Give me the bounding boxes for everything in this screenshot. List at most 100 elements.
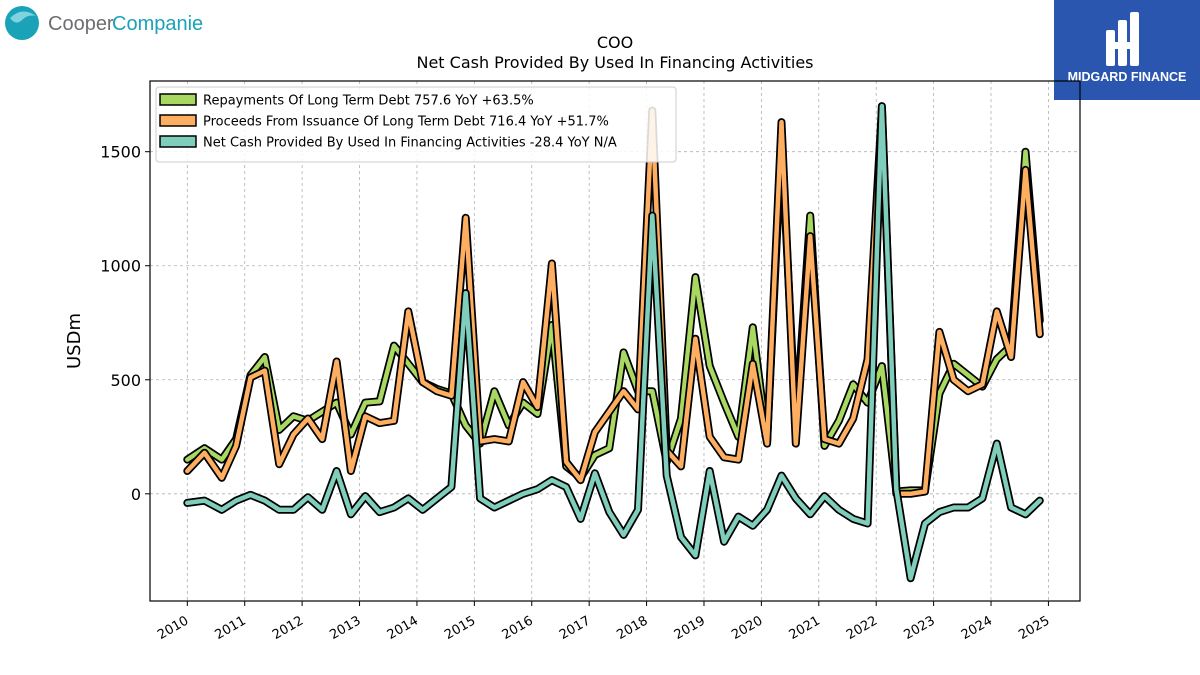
x-tick-label: 2016 — [500, 613, 536, 643]
data-point-repayments — [465, 424, 467, 426]
data-point-proceeds — [493, 438, 495, 440]
data-point-proceeds — [264, 370, 266, 372]
y-tick-label: 1000 — [100, 257, 141, 276]
data-point-proceeds — [186, 470, 188, 472]
data-point-net_cash — [264, 500, 266, 502]
data-point-repayments — [623, 351, 625, 353]
data-point-net_cash — [651, 215, 653, 217]
data-point-proceeds — [537, 406, 538, 408]
data-point-net_cash — [594, 472, 596, 474]
data-point-net_cash — [522, 493, 524, 495]
data-point-net_cash — [694, 554, 696, 556]
data-point-proceeds — [709, 436, 711, 438]
data-point-net_cash — [293, 509, 294, 511]
x-tick-label: 2019 — [672, 613, 708, 643]
data-point-net_cash — [924, 523, 926, 524]
data-point-proceeds — [465, 217, 467, 219]
data-point-net_cash — [221, 509, 223, 511]
data-point-proceeds — [996, 310, 998, 312]
data-point-net_cash — [307, 496, 309, 498]
data-point-net_cash — [996, 443, 998, 445]
data-point-net_cash — [809, 513, 811, 515]
data-point-repayments — [379, 400, 381, 402]
data-point-net_cash — [1039, 500, 1041, 502]
data-point-net_cash — [824, 495, 825, 497]
lines-layer — [183, 102, 1044, 583]
legend-swatch-repayments — [159, 93, 197, 106]
data-point-repayments — [336, 402, 338, 404]
plot-frame — [149, 80, 1081, 602]
data-point-repayments — [1025, 151, 1026, 153]
data-point-net_cash — [407, 497, 409, 499]
data-point-proceeds — [436, 390, 438, 392]
data-point-net_cash — [752, 525, 754, 527]
data-point-proceeds — [752, 363, 754, 365]
data-point-net_cash — [895, 488, 897, 490]
data-point-net_cash — [867, 523, 869, 524]
data-point-repayments — [321, 411, 323, 413]
data-point-net_cash — [1010, 507, 1012, 508]
data-point-repayments — [293, 415, 294, 417]
data-point-repayments — [694, 276, 696, 278]
data-point-net_cash — [781, 475, 782, 477]
company-logo-text-companies: Companies — [112, 13, 204, 35]
x-tick-label: 2015 — [442, 613, 478, 643]
data-point-net_cash — [623, 534, 625, 536]
data-point-proceeds — [1039, 333, 1041, 335]
data-point-net_cash — [350, 513, 352, 515]
data-point-proceeds — [867, 358, 869, 360]
data-point-repayments — [881, 365, 883, 367]
data-point-proceeds — [824, 438, 825, 440]
company-logo-text-cooper: Cooper — [48, 13, 114, 35]
legend: Repayments Of Long Term Debt 757.6 YoY +… — [155, 86, 677, 163]
data-point-proceeds — [422, 381, 424, 383]
data-point-proceeds — [407, 310, 409, 312]
data-point-proceeds — [737, 459, 739, 461]
data-point-repayments — [824, 445, 825, 447]
data-point-repayments — [852, 383, 854, 385]
data-point-repayments — [407, 363, 409, 365]
data-point-proceeds — [221, 477, 223, 479]
data-point-net_cash — [565, 486, 567, 488]
y-tick-label: 1500 — [100, 143, 141, 162]
data-point-proceeds — [393, 420, 395, 422]
data-point-proceeds — [938, 331, 940, 333]
data-point-net_cash — [508, 500, 510, 502]
data-point-proceeds — [307, 418, 309, 419]
data-point-repayments — [493, 390, 495, 392]
data-point-repayments — [651, 390, 653, 392]
data-point-repayments — [709, 365, 711, 367]
data-point-net_cash — [551, 479, 553, 481]
data-point-proceeds — [680, 465, 682, 467]
legend-swatch-proceeds — [159, 114, 197, 127]
data-point-repayments — [594, 454, 596, 456]
data-point-repayments — [278, 429, 280, 431]
data-point-net_cash — [608, 511, 610, 513]
data-point-proceeds — [795, 443, 797, 445]
data-point-proceeds — [321, 438, 323, 440]
data-point-repayments — [204, 447, 205, 449]
data-point-repayments — [364, 402, 366, 404]
data-point-net_cash — [666, 475, 668, 477]
legend-label: Net Cash Provided By Used In Financing A… — [203, 136, 617, 151]
data-point-proceeds — [522, 381, 524, 383]
x-tick-label: 2020 — [729, 613, 765, 643]
data-point-net_cash — [450, 486, 452, 488]
data-point-proceeds — [910, 493, 912, 495]
data-point-repayments — [967, 374, 969, 376]
data-point-proceeds — [336, 361, 338, 362]
data-point-repayments — [522, 402, 524, 404]
data-point-net_cash — [580, 518, 582, 520]
data-point-repayments — [809, 215, 811, 217]
data-point-proceeds — [204, 452, 205, 454]
series-outline-repayments — [183, 136, 1044, 496]
data-point-repayments — [393, 345, 395, 347]
data-point-repayments — [551, 324, 553, 326]
data-point-net_cash — [186, 502, 188, 504]
x-tick-label: 2017 — [557, 613, 593, 643]
x-tick-label: 2014 — [385, 613, 421, 643]
data-point-proceeds — [637, 408, 639, 410]
data-point-proceeds — [364, 415, 366, 417]
company-logo: Cooper Companies — [5, 6, 204, 40]
data-point-proceeds — [350, 470, 352, 472]
